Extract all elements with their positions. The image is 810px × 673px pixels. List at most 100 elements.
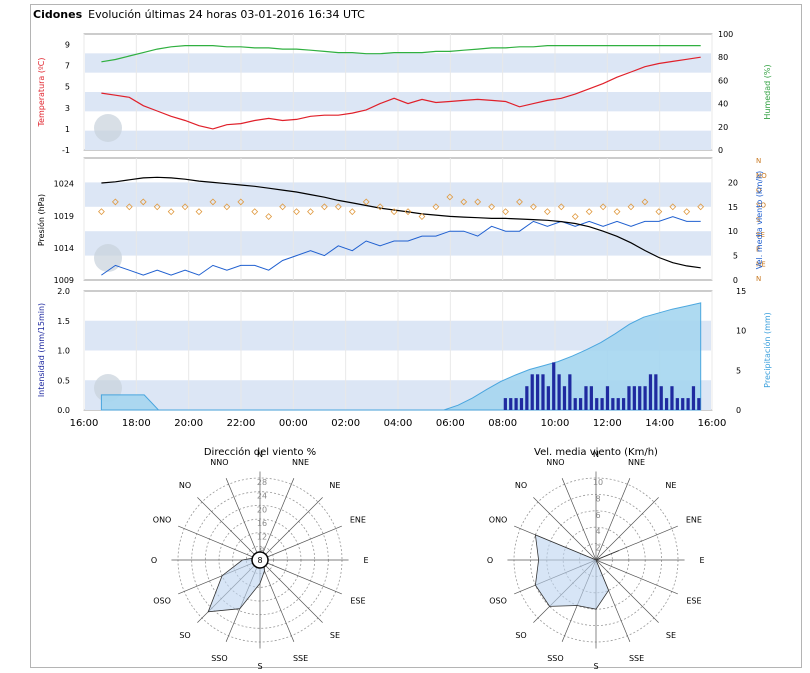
wind-direction-marker — [543, 208, 551, 216]
intensity-bar — [589, 386, 593, 410]
wind-direction-marker — [390, 208, 398, 216]
direction-radar-ring-label: 20 — [257, 505, 267, 514]
direction-radar-dir-label: SE — [330, 631, 340, 640]
direction-radar-spoke — [178, 525, 261, 561]
temperature-line — [101, 56, 701, 130]
intensity-tick-label: 1.5 — [57, 317, 70, 326]
speed-radar-dir-label: ENE — [686, 515, 702, 524]
speed-radar-dir-label: E — [699, 556, 704, 565]
humidity-axis-label: Humedad (%) — [763, 64, 772, 119]
wind-direction-marker — [111, 198, 119, 206]
wind-direction-marker — [460, 198, 468, 206]
wind-tick-label: 5 — [733, 252, 738, 261]
wind-direction-marker — [223, 203, 231, 211]
time-tick-label: 22:00 — [227, 418, 256, 429]
direction-radar-title: Dirección del viento % — [204, 446, 316, 458]
direction-radar-spoke — [259, 559, 342, 595]
direction-radar-dir-label: N — [257, 450, 263, 459]
temp-axis-label: Temperatura (ºC) — [37, 58, 46, 128]
intensity-bar — [621, 398, 626, 410]
direction-radar-spoke — [259, 559, 323, 623]
speed-radar-ring-label: 4 — [595, 527, 600, 536]
direction-tick-label: N — [756, 157, 761, 165]
direction-radar-dir-label: NO — [179, 481, 191, 490]
humidity-tick-label: 60 — [718, 76, 728, 85]
wind-direction-marker — [125, 203, 133, 211]
intensity-bar — [519, 398, 524, 410]
wind-direction-marker — [265, 213, 273, 220]
intensity-bar — [573, 398, 577, 410]
intensity-bar — [638, 386, 642, 410]
speed-radar-dir-label: NO — [515, 481, 527, 490]
speed-radar-dir-label: NNO — [546, 458, 564, 467]
precip-tick-label: 10 — [736, 327, 746, 336]
speed-radar-ring-label: 8 — [595, 494, 600, 503]
wind-direction-marker — [321, 203, 328, 211]
intensity-bar — [648, 374, 653, 410]
pressure-line — [101, 176, 701, 269]
chart-title: Cidones Evolución últimas 24 horas 03-01-… — [33, 8, 365, 21]
intensity-tick-label: 2.0 — [57, 287, 70, 296]
precip-tick-label: 5 — [736, 366, 741, 375]
wind-direction-marker — [376, 203, 384, 211]
precip-tick-label: 15 — [736, 287, 746, 296]
wind-direction-marker — [139, 198, 147, 206]
wind-direction-marker — [627, 203, 635, 211]
wind-direction-marker — [418, 213, 426, 220]
direction-tick-label: E — [756, 246, 760, 254]
wind-direction-marker — [446, 193, 454, 201]
direction-radar-dir-label: O — [151, 556, 157, 565]
direction-tick-label: S — [756, 216, 761, 224]
pressure-axis-label: Presión (hPa) — [36, 194, 46, 246]
wind-speed-line — [101, 216, 701, 276]
station-name: Cidones — [33, 8, 83, 21]
intensity-bar — [584, 386, 588, 410]
intensity-bar — [697, 398, 701, 410]
precip-axis-label: Precipitación (mm) — [762, 312, 772, 388]
time-tick-label: 08:00 — [488, 418, 517, 429]
speed-radar-dir-label: N — [593, 450, 599, 459]
intensity-bar — [600, 398, 604, 410]
wind-direction-marker — [432, 203, 440, 211]
time-tick-label: 10:00 — [541, 418, 570, 429]
speed-radar-dir-label: NE — [665, 481, 676, 490]
speed-radar-spoke — [595, 559, 659, 623]
time-tick-label: 16:00 — [70, 418, 99, 429]
humidity-tick-label: 40 — [718, 100, 728, 109]
intensity-bar — [530, 374, 534, 410]
direction-radar-dir-label: ONO — [153, 515, 172, 524]
direction-radar-dir-label: NNO — [210, 458, 228, 467]
wind-direction-marker — [530, 203, 537, 211]
wind-direction-marker — [697, 203, 705, 211]
logo-watermark — [94, 244, 122, 272]
intensity-bar — [659, 386, 663, 410]
direction-radar-dir-label: NE — [329, 481, 340, 490]
intensity-bar — [509, 398, 513, 410]
intensity-bar — [503, 398, 507, 410]
wind-direction-marker — [669, 203, 677, 211]
direction-radar-ring-label: 28 — [257, 478, 267, 487]
intensity-bar — [552, 362, 556, 410]
speed-radar-spoke — [595, 559, 678, 595]
direction-radar-dir-label: SO — [179, 631, 190, 640]
intensity-bar — [643, 386, 647, 410]
temp-tick-label: 5 — [65, 83, 70, 92]
time-tick-label: 20:00 — [174, 418, 203, 429]
temp-tick-label: 7 — [65, 62, 70, 71]
humidity-tick-label: 100 — [718, 30, 733, 39]
speed-radar-ring-label: 2 — [595, 544, 600, 553]
time-tick-label: 02:00 — [331, 418, 360, 429]
direction-radar-dir-label: ESE — [350, 597, 365, 606]
intensity-tick-label: 1.0 — [57, 347, 70, 356]
temp-tick-label: 9 — [65, 41, 70, 50]
intensity-tick-label: 0.5 — [57, 376, 70, 385]
direction-radar-ring-label: 24 — [257, 492, 267, 501]
direction-radar-spoke — [259, 478, 295, 561]
wind-direction-marker — [571, 213, 579, 220]
wind-tick-label: 20 — [728, 178, 738, 187]
wind-direction-marker — [599, 203, 607, 211]
intensity-bar — [568, 374, 572, 410]
direction-tick-label: NO — [756, 172, 767, 180]
speed-radar-spoke — [595, 497, 659, 561]
intensity-bar — [627, 386, 631, 410]
